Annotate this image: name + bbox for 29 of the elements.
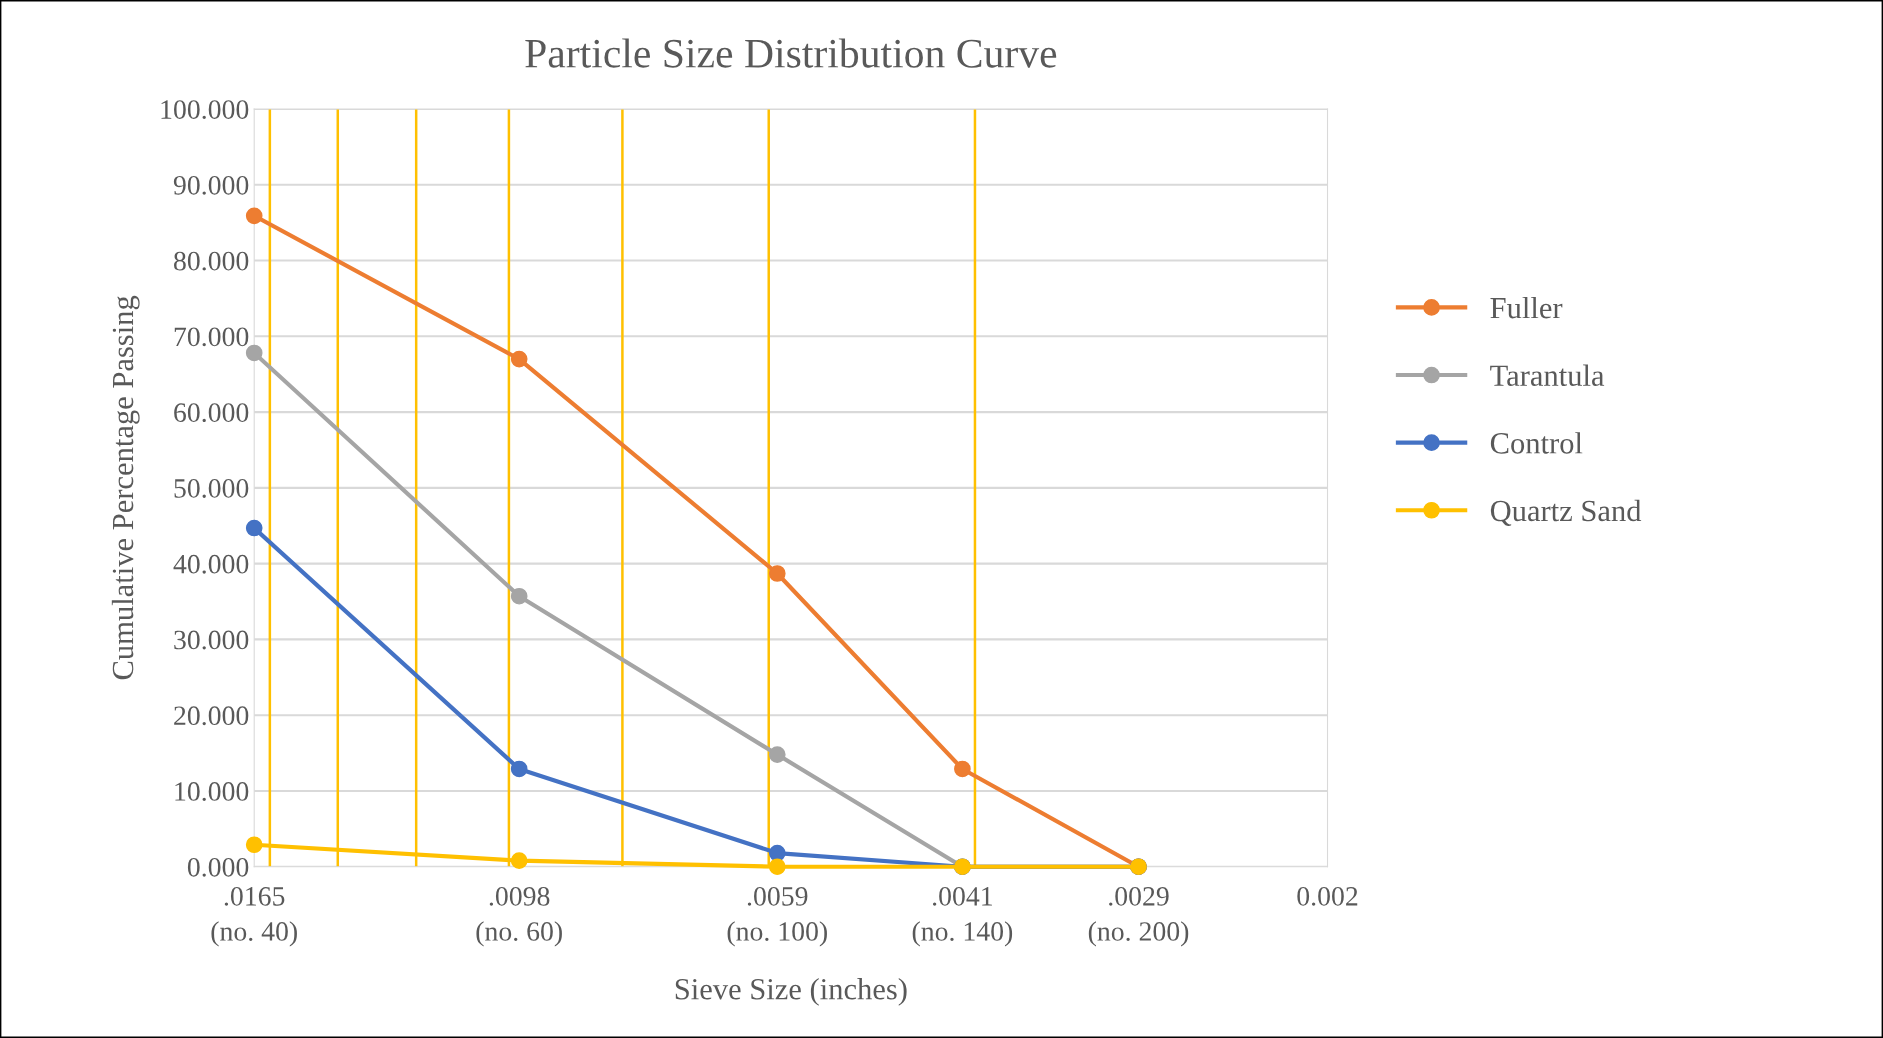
legend-label: Quartz Sand: [1490, 499, 1642, 526]
y-tick-label: 80.000: [174, 251, 249, 271]
legend-label: Tarantula: [1490, 364, 1605, 387]
x-tick-label: 0.002: [1297, 886, 1358, 906]
legend-label: Control: [1490, 432, 1583, 454]
chart-title: Particle Size Distribution Curve: [525, 38, 1057, 68]
x-tick-label: .0098: [489, 886, 550, 906]
x-tick-label: .0041: [932, 886, 992, 906]
text: (no. 140): [912, 921, 1013, 947]
x-axis-title: Sieve Size (inches): [675, 978, 907, 1006]
x-tick-label: .0059: [747, 886, 808, 906]
y-tick-label: 90.000: [173, 175, 249, 195]
y-tick-label: 70.000: [174, 327, 249, 347]
y-tick-label: 30.000: [174, 630, 249, 650]
text: (no. 60): [476, 921, 562, 947]
text: (no. 100): [727, 921, 827, 947]
y-tick-label: 100.000: [161, 100, 249, 120]
y-tick-label: 50.000: [174, 479, 249, 498]
y-tick-label: 20.000: [174, 706, 249, 726]
x-tick-label: .0029: [1109, 886, 1169, 906]
y-tick-label: 0.000: [187, 857, 249, 877]
legend-label: Fuller: [1490, 296, 1563, 319]
y-tick-label: 60.000: [174, 403, 249, 423]
y-tick-label: 40.000: [173, 554, 249, 574]
text: (no. 200): [1088, 921, 1189, 947]
y-tick-label: 10.000: [175, 782, 249, 801]
y-axis-title: Cumulative Percentage Passing: [111, 295, 140, 680]
x-tick-label: .0165: [224, 886, 285, 906]
text: (no. 40): [211, 921, 297, 947]
